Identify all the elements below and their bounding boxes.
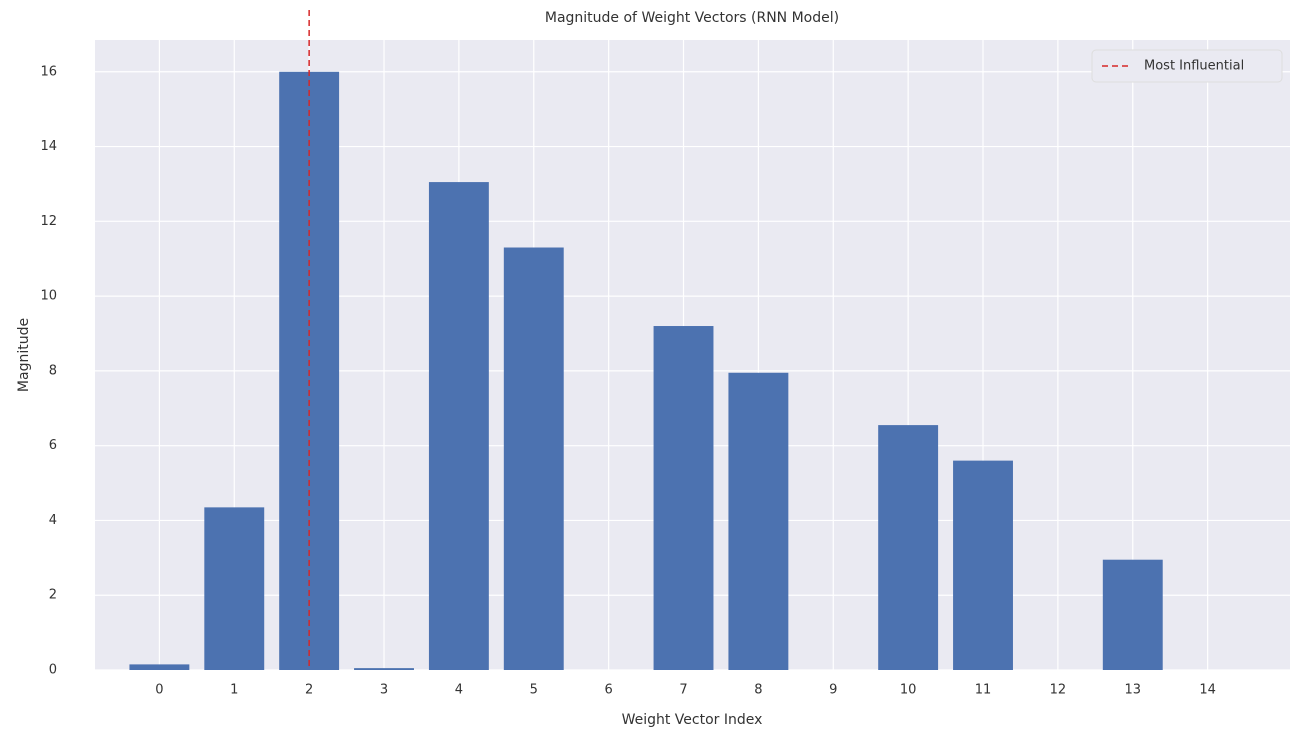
x-tick-label: 10 [900, 683, 917, 698]
legend-label: Most Influential [1144, 59, 1244, 74]
x-tick-label: 8 [754, 683, 762, 698]
x-tick-label: 2 [305, 683, 313, 698]
x-tick-label: 0 [155, 683, 163, 698]
x-tick-label: 14 [1199, 683, 1216, 698]
bar [503, 247, 564, 670]
y-tick-label: 0 [49, 663, 57, 678]
x-tick-label: 5 [530, 683, 538, 698]
y-tick-label: 16 [40, 64, 57, 79]
x-tick-label: 9 [829, 683, 837, 698]
legend-box [1091, 49, 1283, 83]
x-tick-label: 6 [604, 683, 612, 698]
x-tick-label: 7 [679, 683, 687, 698]
bar [1102, 559, 1163, 670]
y-axis-label: Magnitude [16, 318, 32, 392]
x-tick-label: 11 [975, 683, 992, 698]
bar [129, 664, 190, 670]
x-tick-label: 13 [1124, 683, 1141, 698]
x-tick-label: 4 [455, 683, 463, 698]
bar [204, 507, 265, 670]
y-tick-label: 2 [49, 588, 57, 603]
bar [728, 372, 789, 670]
bar [653, 326, 714, 670]
bar [428, 182, 489, 670]
bar [354, 668, 414, 670]
y-tick-label: 12 [40, 214, 57, 229]
x-tick-label: 1 [230, 683, 238, 698]
x-tick-label: 3 [380, 683, 388, 698]
y-tick-label: 4 [49, 513, 57, 528]
y-tick-label: 8 [49, 363, 57, 378]
x-axis-label: Weight Vector Index [622, 712, 763, 728]
chart-title: Magnitude of Weight Vectors (RNN Model) [545, 10, 839, 26]
y-tick-label: 10 [40, 289, 57, 304]
bar [878, 425, 939, 670]
y-tick-label: 14 [40, 139, 57, 154]
x-tick-label: 12 [1050, 683, 1067, 698]
bar [953, 460, 1013, 670]
y-tick-label: 6 [49, 438, 57, 453]
